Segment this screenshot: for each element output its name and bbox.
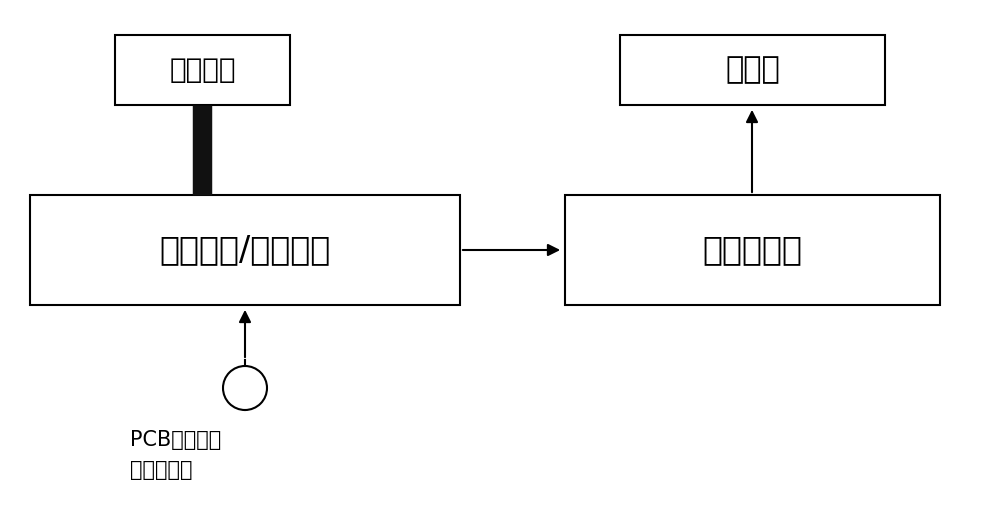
Circle shape (223, 366, 267, 410)
Bar (620, 35, 885, 105)
Text: 电磁场分布: 电磁场分布 (130, 460, 192, 480)
Bar (565, 195, 940, 305)
Bar (30, 195, 460, 305)
Bar (115, 35, 290, 105)
Text: 频谱分析仳: 频谱分析仳 (702, 233, 802, 266)
Text: 测试夹具: 测试夹具 (169, 56, 236, 84)
Text: 计算机: 计算机 (725, 55, 780, 85)
Text: 电场探头/磁场探头: 电场探头/磁场探头 (159, 233, 331, 266)
Text: PCB电路近场: PCB电路近场 (130, 430, 221, 450)
